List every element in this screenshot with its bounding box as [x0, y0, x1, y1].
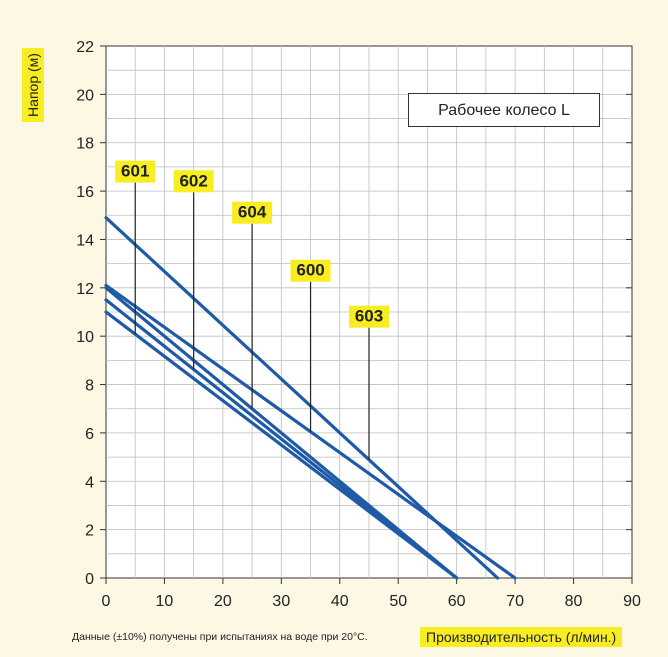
y-axis-label: Напор (м)	[22, 48, 44, 122]
y-tick-label: 10	[76, 329, 94, 346]
series-label-text: 603	[355, 307, 383, 326]
series-label-text: 604	[238, 203, 267, 222]
y-tick-label: 8	[85, 378, 94, 395]
x-tick-label: 30	[272, 593, 290, 610]
x-tick-label: 70	[506, 593, 524, 610]
y-tick-label: 16	[76, 184, 94, 201]
x-tick-label: 80	[565, 593, 583, 610]
series-label-604: 604	[232, 201, 273, 224]
series-label-text: 602	[179, 171, 207, 190]
series-label-bg	[173, 170, 214, 193]
x-tick-label: 90	[623, 593, 641, 610]
series-label-600: 600	[290, 259, 331, 282]
series-line-604	[104, 286, 459, 580]
y-tick-label: 22	[76, 39, 94, 56]
x-tick-label: 40	[331, 593, 349, 610]
x-tick-label: 60	[448, 593, 466, 610]
x-tick-label: 50	[389, 593, 407, 610]
impeller-label-box: Рабочее колесо L	[408, 93, 600, 127]
series-label-601: 601	[115, 160, 156, 183]
y-tick-label: 2	[85, 523, 94, 540]
y-tick-label: 12	[76, 281, 94, 298]
y-tick-label: 6	[85, 426, 94, 443]
series-label-bg	[349, 305, 389, 328]
x-axis-label: Производительность (л/мин.)	[420, 627, 623, 647]
x-tick-label: 10	[156, 593, 174, 610]
series-label-602: 602	[173, 170, 214, 193]
series-label-bg	[115, 160, 156, 183]
series-label-text: 601	[121, 162, 149, 181]
y-tick-label: 20	[76, 87, 94, 104]
series-label-603: 603	[349, 305, 389, 328]
series-label-text: 600	[296, 261, 324, 280]
series-line-603	[104, 216, 500, 580]
footnote: Данные (±10%) получены при испытаниях на…	[72, 631, 368, 643]
x-tick-label: 20	[214, 593, 232, 610]
y-tick-label: 18	[76, 136, 94, 153]
y-axis-label-text: Напор (м)	[25, 53, 42, 117]
y-tick-label: 0	[85, 571, 94, 588]
series-label-bg	[290, 259, 331, 282]
y-tick-label: 14	[76, 232, 94, 249]
x-tick-label: 0	[102, 593, 111, 610]
y-tick-label: 4	[85, 474, 94, 491]
series-label-bg	[232, 201, 273, 224]
